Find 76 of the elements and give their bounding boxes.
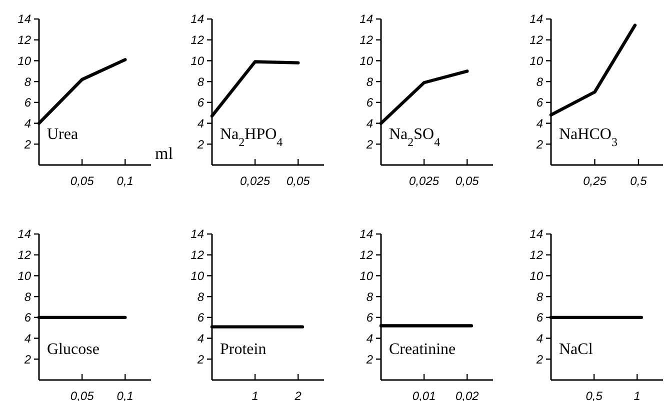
y-tick-label: 2: [365, 352, 374, 366]
x-tick-label: 0,05: [455, 174, 480, 188]
y-tick-label: 10: [360, 54, 374, 68]
y-tick-label: 2: [196, 352, 204, 366]
x-tick-label: 0,05: [286, 174, 310, 188]
y-tick-label: 6: [24, 96, 32, 110]
y-tick-label: 2: [535, 137, 544, 152]
x-tick-label: 0,1: [116, 174, 134, 188]
x-tick-label: 0,05: [70, 174, 94, 188]
x-tick-label: 1: [634, 389, 640, 401]
y-tick-label: 10: [190, 268, 204, 283]
y-tick-label: 12: [530, 248, 544, 262]
y-tick-label: 14: [530, 12, 544, 26]
annotation: Creatinine: [389, 341, 456, 358]
annotation: NaCl: [559, 341, 594, 358]
y-tick-label: 14: [360, 227, 374, 242]
y-tick-label: 14: [190, 227, 204, 242]
y-tick-label: 12: [530, 33, 544, 48]
y-tick-label: 4: [24, 331, 32, 346]
y-tick-label: 2: [23, 352, 32, 366]
y-tick-label: 6: [366, 310, 374, 325]
y-tick-label: 12: [360, 248, 374, 262]
x-axis-title: ml: [155, 144, 174, 163]
y-tick-label: 2: [196, 137, 204, 152]
annotation: Glucose: [47, 341, 100, 358]
y-tick-label: 4: [197, 116, 204, 130]
y-tick-label: 14: [360, 12, 374, 26]
y-tick-label: 10: [18, 268, 32, 283]
y-tick-label: 8: [24, 290, 32, 304]
y-tick-label: 8: [536, 290, 544, 304]
annotation: Urea: [47, 126, 78, 143]
y-tick-label: 12: [360, 33, 374, 48]
y-tick-label: 6: [24, 310, 32, 325]
annotation: Na$_{2}$HPO$_{4}$: [220, 126, 283, 149]
y-tick-label: 6: [197, 310, 204, 325]
y-tick-label: 6: [197, 96, 204, 110]
y-tick-label: 6: [366, 96, 374, 110]
x-tick-label: 0,25: [583, 174, 607, 188]
x-tick-label: 2: [294, 389, 302, 401]
x-tick-label: 1: [252, 389, 258, 401]
y-tick-label: 10: [360, 268, 374, 283]
y-tick-label: 4: [536, 116, 544, 130]
y-tick-label: 8: [366, 74, 374, 89]
y-tick-label: 4: [197, 331, 204, 346]
y-tick-label: 4: [366, 331, 374, 346]
y-tick-label: 4: [536, 331, 544, 346]
y-tick-label: 12: [18, 248, 32, 262]
y-tick-label: 10: [190, 54, 204, 68]
y-tick-label: 8: [24, 74, 32, 89]
y-tick-label: 8: [197, 290, 204, 304]
y-tick-label: 6: [536, 96, 544, 110]
y-tick-label: 10: [18, 54, 32, 68]
x-tick-label: 0,025: [409, 174, 440, 188]
y-tick-label: 14: [18, 227, 32, 242]
y-tick-label: 12: [190, 248, 204, 262]
y-tick-label: 10: [530, 268, 544, 283]
y-tick-label: 6: [536, 310, 544, 325]
y-tick-label: 14: [530, 227, 544, 242]
x-tick-label: 0,5: [630, 174, 648, 188]
y-tick-label: 8: [197, 74, 204, 89]
y-tick-label: 2: [365, 137, 374, 152]
y-tick-label: 10: [530, 54, 544, 68]
y-tick-label: 2: [535, 352, 544, 366]
y-tick-label: 14: [18, 12, 32, 26]
y-tick-label: 4: [366, 116, 374, 130]
annotation: Protein: [220, 341, 266, 358]
y-tick-label: 12: [18, 33, 32, 48]
x-tick-label: 0,025: [240, 174, 270, 188]
y-tick-label: 14: [190, 12, 204, 26]
y-tick-label: 12: [190, 33, 204, 48]
annotation: Na$_{2}$SO$_{4}$: [389, 126, 440, 149]
y-tick-label: 8: [536, 74, 544, 89]
annotation: NaHCO$_{3}$: [559, 126, 618, 149]
y-tick-label: 4: [24, 116, 32, 130]
y-tick-label: 2: [23, 137, 32, 152]
y-tick-label: 8: [366, 290, 374, 304]
